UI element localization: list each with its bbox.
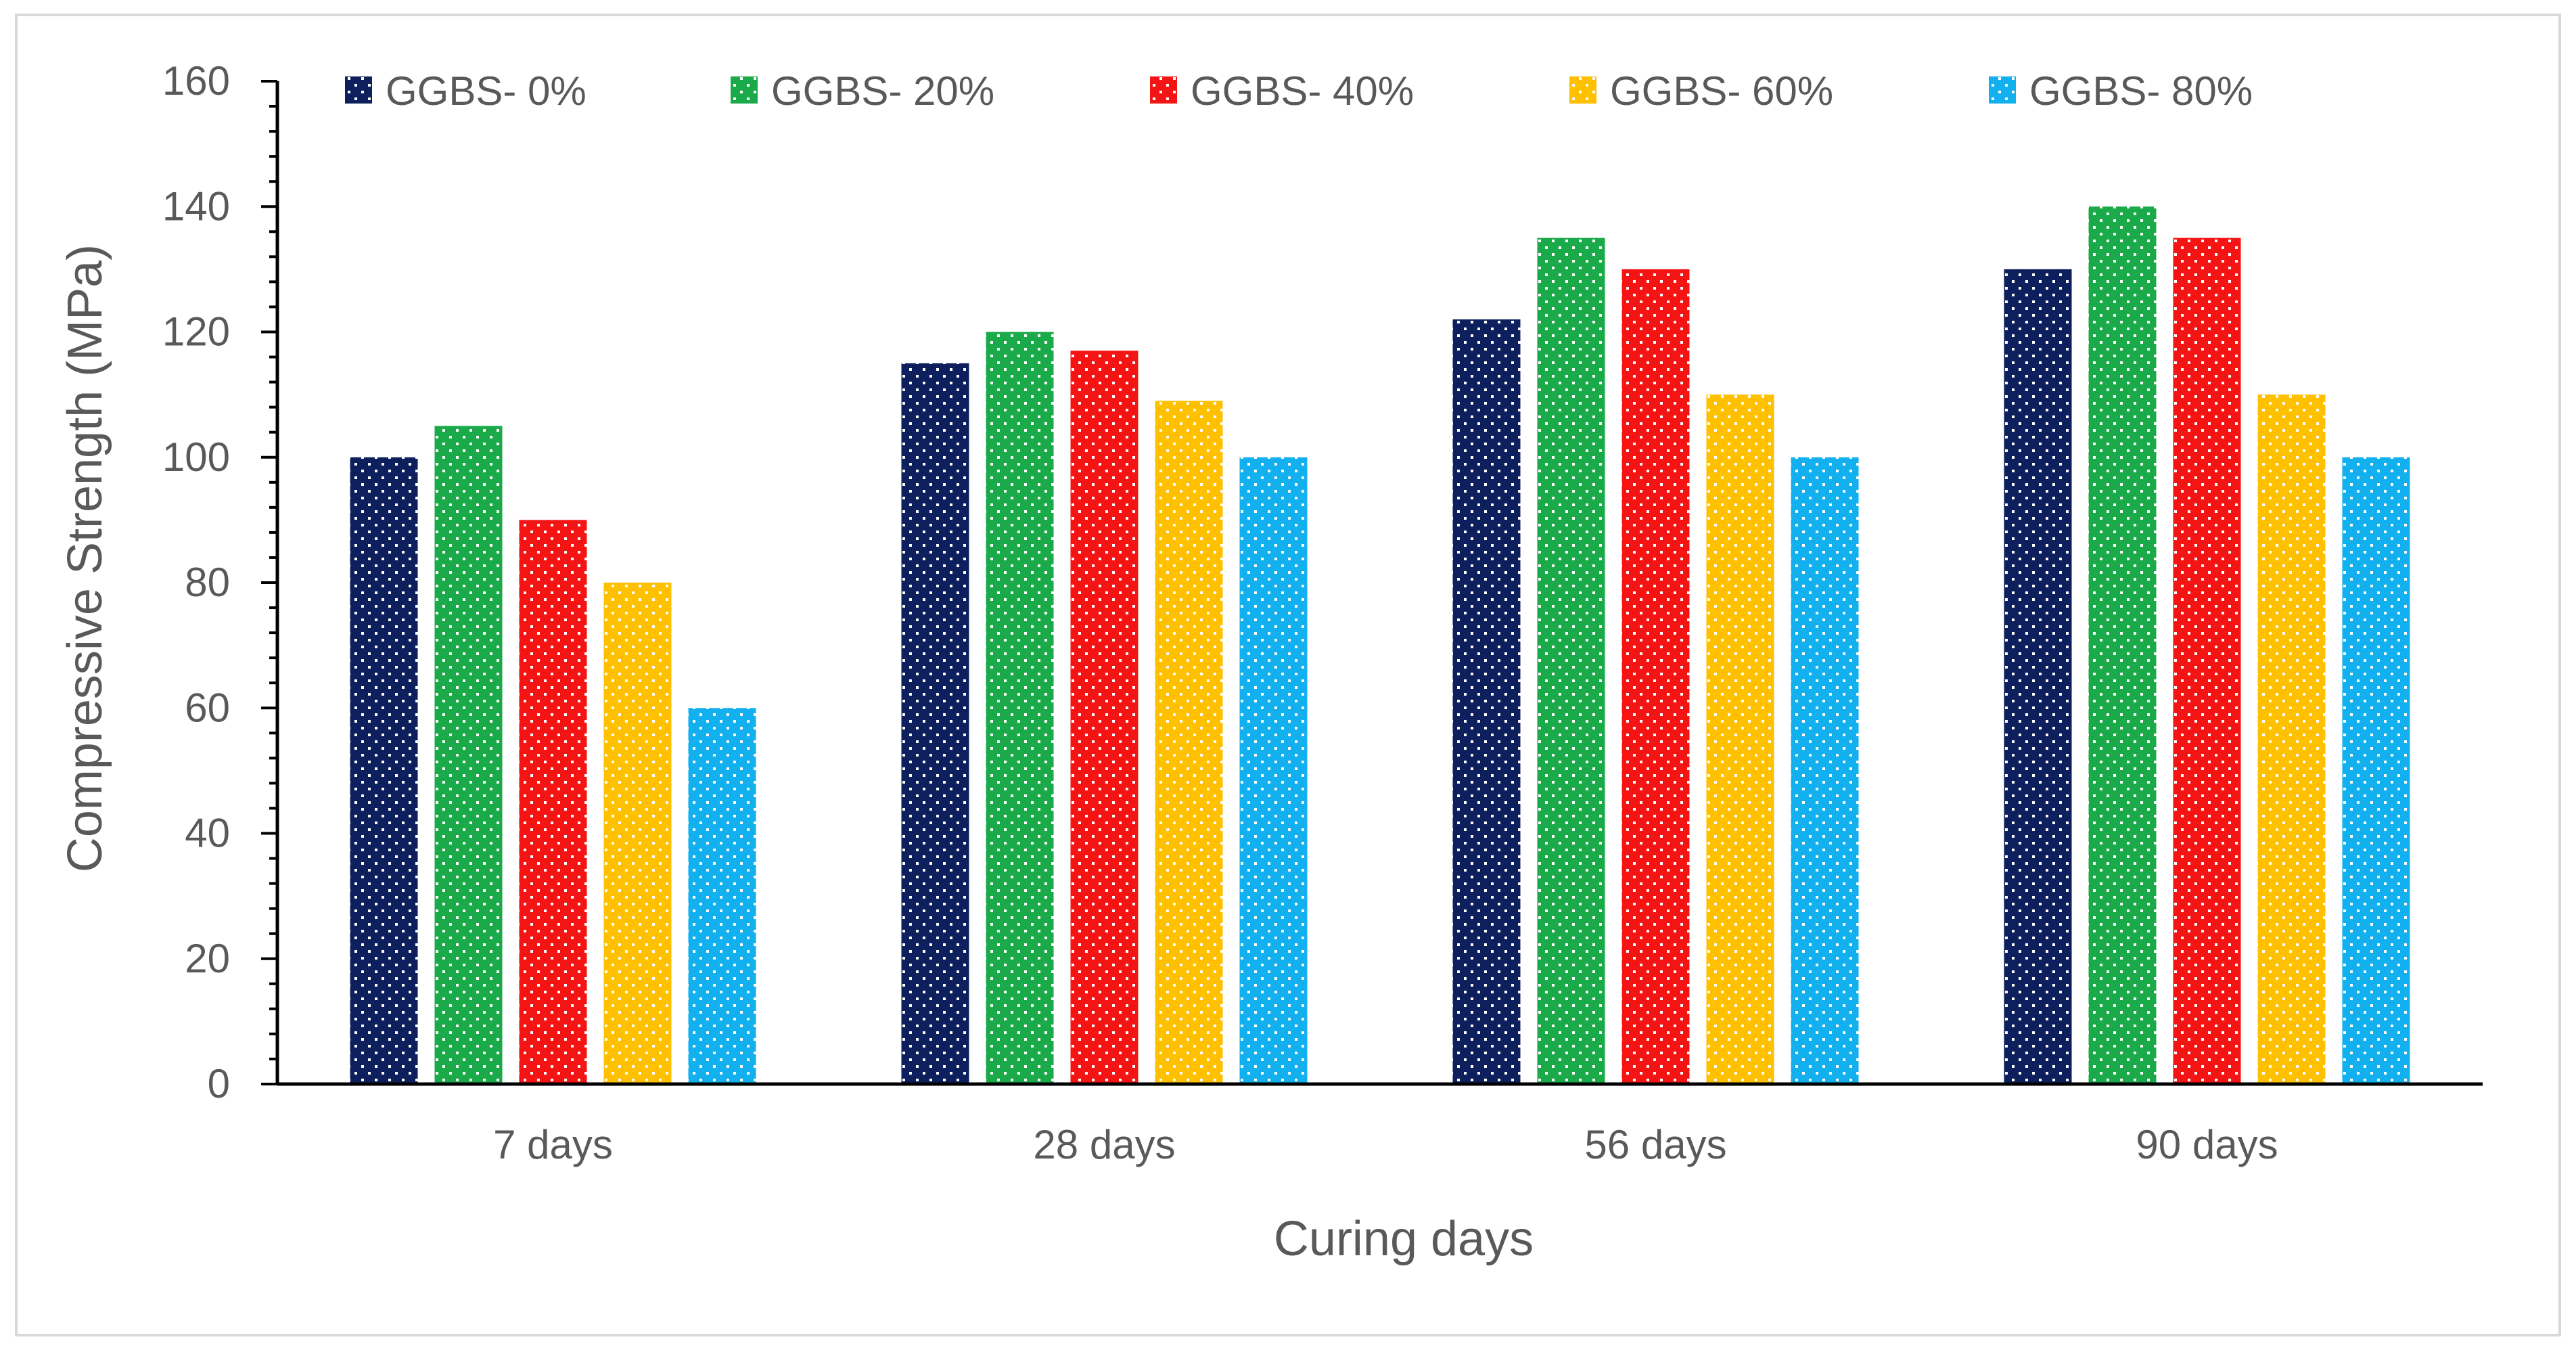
- legend-swatch: [731, 76, 758, 104]
- bar-ggbs-80-90-days: [2342, 457, 2410, 1084]
- x-axis-labels: 7 days 28 days 56 days 90 days: [493, 1122, 2278, 1167]
- y-tick-label: 100: [162, 434, 230, 480]
- legend-swatch: [1989, 76, 2016, 104]
- legend-item: GGBS- 20%: [731, 68, 994, 114]
- bar-ggbs-80-7-days: [688, 708, 756, 1084]
- y-axis-ticks: 0 20 40 60 80 100 120 140 160: [162, 58, 277, 1106]
- y-tick-label: 60: [185, 685, 230, 730]
- x-tick-label: 90 days: [2136, 1122, 2278, 1167]
- y-tick-label: 140: [162, 183, 230, 229]
- legend-swatch: [1569, 76, 1596, 104]
- bar-ggbs-20-28-days: [986, 332, 1054, 1084]
- legend-swatch: [345, 76, 372, 104]
- bar-ggbs-60-7-days: [603, 583, 672, 1084]
- x-axis-title: Curing days: [1274, 1212, 1534, 1266]
- x-tick-label: 7 days: [493, 1122, 613, 1167]
- y-tick-label: 0: [208, 1061, 230, 1106]
- bar-ggbs-0-28-days: [901, 363, 969, 1084]
- legend-label: GGBS- 40%: [1191, 68, 1414, 114]
- legend-label: GGBS- 80%: [2029, 68, 2253, 114]
- bar-ggbs-60-28-days: [1155, 401, 1223, 1084]
- bar-ggbs-40-56-days: [1622, 269, 1690, 1084]
- legend-item: GGBS- 60%: [1569, 68, 1833, 114]
- legend-swatch: [1150, 76, 1177, 104]
- bar-ggbs-40-90-days: [2173, 238, 2241, 1084]
- bar-ggbs-80-28-days: [1239, 457, 1308, 1084]
- legend-item: GGBS- 80%: [1989, 68, 2253, 114]
- bar-ggbs-20-90-days: [2088, 206, 2157, 1084]
- x-tick-label: 56 days: [1584, 1122, 1726, 1167]
- legend-item: GGBS- 0%: [345, 68, 586, 114]
- bar-ggbs-20-56-days: [1537, 238, 1605, 1084]
- y-tick-label: 80: [185, 560, 230, 605]
- bar-ggbs-20-7-days: [434, 426, 503, 1084]
- legend-label: GGBS- 60%: [1610, 68, 1833, 114]
- bar-ggbs-40-7-days: [519, 520, 587, 1084]
- bar-ggbs-0-56-days: [1452, 319, 1521, 1085]
- y-tick-label: 20: [185, 936, 230, 981]
- bar-ggbs-0-7-days: [350, 457, 418, 1084]
- y-tick-label: 40: [185, 811, 230, 856]
- y-axis-title: Compressive Strength (MPa): [58, 244, 112, 872]
- y-tick-label: 120: [162, 309, 230, 355]
- bar-ggbs-0-90-days: [2004, 269, 2072, 1084]
- legend-label: GGBS- 0%: [386, 68, 586, 114]
- bar-ggbs-80-56-days: [1791, 457, 1859, 1084]
- bar-ggbs-40-28-days: [1070, 351, 1138, 1084]
- y-tick-label: 160: [162, 58, 230, 104]
- legend-item: GGBS- 40%: [1150, 68, 1414, 114]
- legend-label: GGBS- 20%: [771, 68, 994, 114]
- bar-ggbs-60-56-days: [1706, 395, 1774, 1084]
- legend: GGBS- 0% GGBS- 20% GGBS- 40% GGBS- 60% GGBS-…: [345, 68, 2253, 114]
- bar-ggbs-60-90-days: [2257, 395, 2326, 1084]
- bars: [350, 206, 2410, 1085]
- x-tick-label: 28 days: [1033, 1122, 1175, 1167]
